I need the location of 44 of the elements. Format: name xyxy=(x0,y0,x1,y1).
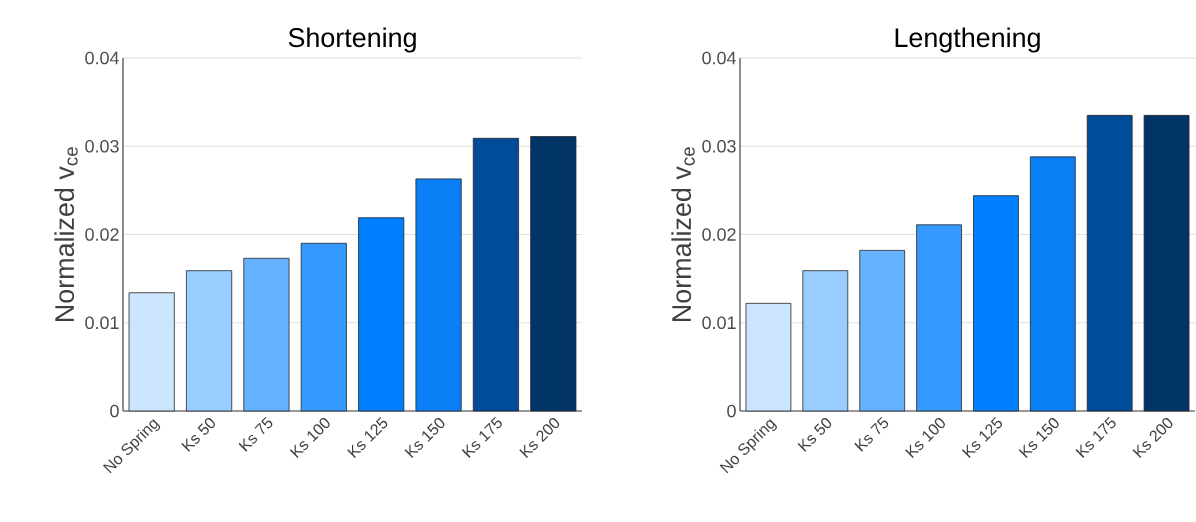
y-tick-label: 0 xyxy=(727,404,736,418)
bar xyxy=(358,217,405,412)
y-tick-label: 0.02 xyxy=(85,228,119,241)
x-tick-label: Ks 200 xyxy=(1132,418,1173,459)
y-axis-title: Normalized v$_{ce}$ xyxy=(54,147,78,321)
y-tick-label: 0.01 xyxy=(702,316,736,330)
bar xyxy=(530,136,577,412)
y-tick-label: 0.03 xyxy=(702,139,736,153)
x-tick-label: Ks 175 xyxy=(1075,416,1116,458)
bar xyxy=(859,249,906,412)
bar xyxy=(745,302,792,412)
bar xyxy=(1029,156,1076,412)
x-tick-label: Ks 100 xyxy=(905,418,945,459)
bar xyxy=(300,242,347,412)
y-tick-label: 0.03 xyxy=(85,139,119,153)
bar xyxy=(916,224,962,412)
x-tick-label: Ks 50 xyxy=(181,418,215,452)
x-tick-label: Ks 150 xyxy=(404,418,445,459)
bar xyxy=(472,137,519,412)
x-tick-label: Ks 75 xyxy=(854,416,889,452)
x-tick-label: Ks 200 xyxy=(519,418,560,459)
bar xyxy=(186,270,233,412)
x-tick-label: Ks 175 xyxy=(461,416,502,458)
bar xyxy=(1086,114,1133,412)
x-tick-label: Ks 75 xyxy=(238,416,273,452)
x-tick-label: Ks 100 xyxy=(289,418,330,459)
x-tick-label: Ks 125 xyxy=(347,417,388,459)
y-tick-label: 0.02 xyxy=(702,228,736,241)
bar xyxy=(128,292,175,412)
chart-title: Shortening xyxy=(288,27,416,53)
y-tick-label: 0.04 xyxy=(702,51,736,65)
y-tick-label: 0.04 xyxy=(85,51,119,65)
y-axis-title: Normalized v$_{ce}$ xyxy=(671,147,695,321)
y-tick-label: 0 xyxy=(110,404,119,418)
bar xyxy=(973,195,1019,412)
bar xyxy=(415,178,462,412)
bar xyxy=(802,270,849,412)
x-tick-label: Ks 150 xyxy=(1018,418,1059,459)
x-tick-label: Ks 50 xyxy=(797,418,832,452)
bar xyxy=(1143,114,1190,412)
x-tick-label: Ks 125 xyxy=(961,417,1002,459)
bar xyxy=(243,257,290,412)
chart-title: Lengthening xyxy=(895,27,1040,53)
y-tick-label: 0.01 xyxy=(85,316,119,330)
